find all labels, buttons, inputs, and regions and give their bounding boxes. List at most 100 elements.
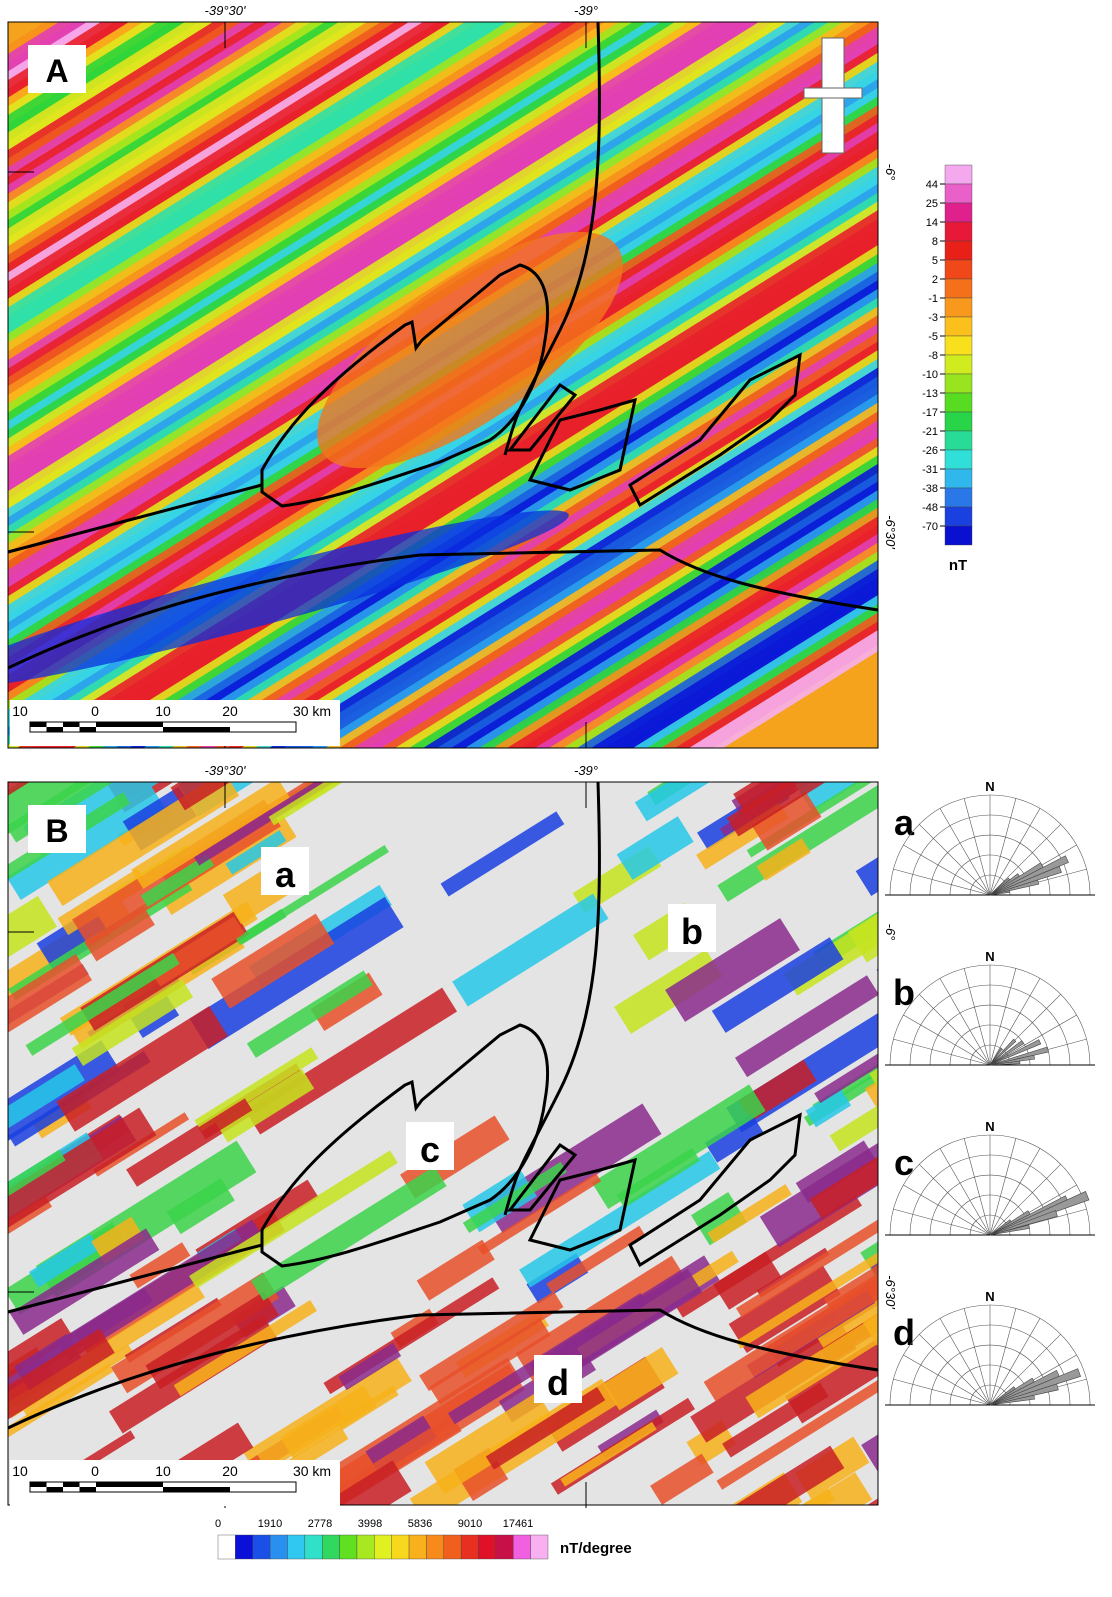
legend-unit: nT — [949, 557, 967, 574]
rose-spoke — [903, 845, 990, 895]
gradient-band — [860, 1156, 1031, 1279]
legend-cell — [945, 374, 972, 393]
legend-label: -21 — [922, 426, 938, 438]
legend-cell — [340, 1535, 357, 1559]
legend-label: -8 — [928, 350, 938, 362]
legend-label: -3 — [928, 312, 938, 324]
rose-spoke — [919, 1334, 990, 1405]
rose-spoke — [964, 1138, 990, 1235]
gradient-band — [917, 1323, 1057, 1424]
scale-seg — [96, 1482, 163, 1487]
rose-spoke — [903, 1185, 990, 1235]
legend-label: -70 — [922, 521, 938, 533]
rose-spoke — [964, 968, 990, 1065]
longitude-label: -39° — [574, 763, 598, 778]
rose-north: N — [985, 949, 994, 964]
scale-seg — [163, 1487, 230, 1492]
north-arrow — [804, 88, 862, 98]
legend-label: 25 — [926, 198, 938, 210]
scale-label: 10 — [155, 1463, 171, 1479]
legend-cell — [461, 1535, 478, 1559]
legend-cell — [945, 469, 972, 488]
legend-cell — [945, 393, 972, 412]
legend-cell — [945, 336, 972, 355]
legend-label: 17461 — [503, 1518, 534, 1530]
longitude-label: -39°30' — [205, 3, 246, 18]
legend-label: -17 — [922, 407, 938, 419]
legend-cell — [322, 1535, 339, 1559]
legend-cell — [305, 1535, 322, 1559]
rose-label: c — [894, 1142, 914, 1183]
legend-cell — [218, 1535, 235, 1559]
figure: A-39°30'-39°-6°-6°30'100102030 kmB-39°30… — [0, 0, 1112, 1592]
legend-cell — [531, 1535, 548, 1559]
legend-label: 2 — [932, 274, 938, 286]
rose-north: N — [985, 1119, 994, 1134]
legend-cell — [392, 1535, 409, 1559]
legend-cell — [945, 431, 972, 450]
rose-spoke — [964, 1308, 990, 1405]
legend-label: 5 — [932, 255, 938, 267]
legend-label: -31 — [922, 464, 938, 476]
panel-label: B — [45, 813, 68, 849]
rose-petal — [990, 856, 1069, 895]
scale-seg — [63, 722, 80, 727]
legend-cell — [945, 507, 972, 526]
rose-spoke — [919, 1164, 990, 1235]
rose-spoke — [919, 824, 990, 895]
scale-seg — [80, 1487, 97, 1492]
rose-petal — [990, 1369, 1081, 1405]
scale-seg — [30, 1482, 47, 1487]
legend-cell — [409, 1535, 426, 1559]
legend-label: -13 — [922, 388, 938, 400]
rose-spoke — [940, 1148, 990, 1235]
gradient-band — [865, 1023, 988, 1117]
legend-cell — [945, 203, 972, 222]
legend-label: 3998 — [358, 1518, 382, 1530]
region-label: d — [547, 1362, 569, 1403]
scale-label: 0 — [91, 1463, 99, 1479]
legend-cell — [253, 1535, 270, 1559]
latitude-label: -6°30' — [883, 515, 898, 549]
rose-label: b — [893, 972, 915, 1013]
scale-label: 30 km — [293, 703, 331, 719]
scale-label: 10 — [12, 1463, 28, 1479]
legend-label: 1910 — [258, 1518, 282, 1530]
legend-label: -48 — [922, 502, 938, 514]
legend-label: 9010 — [458, 1518, 482, 1530]
rose-spoke — [940, 1318, 990, 1405]
rose-label: d — [893, 1312, 915, 1353]
rose-north: N — [985, 1289, 994, 1304]
gradient-band — [860, 1410, 1026, 1519]
rose-spoke — [903, 1355, 990, 1405]
scale-seg — [63, 1482, 80, 1487]
region-label: c — [420, 1129, 440, 1170]
legend-label: -1 — [928, 293, 938, 305]
region-label: a — [275, 854, 296, 895]
scale-label: 30 km — [293, 1463, 331, 1479]
region-label: b — [681, 911, 703, 952]
legend-cell — [513, 1535, 530, 1559]
legend-label: 14 — [926, 217, 938, 229]
rose-spoke — [940, 808, 990, 895]
rose-spoke — [893, 869, 990, 895]
legend-label: -38 — [922, 483, 938, 495]
latitude-label: -6° — [883, 924, 898, 941]
scale-seg — [30, 722, 47, 727]
legend-cell — [945, 184, 972, 203]
scale-label: 0 — [91, 703, 99, 719]
scale-seg — [163, 727, 230, 732]
legend-cell — [945, 488, 972, 507]
legend-cell — [426, 1535, 443, 1559]
legend-label: -10 — [922, 369, 938, 381]
legend-label: 0 — [215, 1518, 221, 1530]
latitude-label: -6° — [883, 164, 898, 181]
legend-cell — [496, 1535, 513, 1559]
legend-unit: nT/degree — [560, 1540, 632, 1557]
legend-cell — [270, 1535, 287, 1559]
latitude-label: -6°30' — [883, 1275, 898, 1309]
legend-cell — [374, 1535, 391, 1559]
rose-spoke — [893, 1039, 990, 1065]
legend-label: 5836 — [408, 1518, 432, 1530]
legend-cell — [357, 1535, 374, 1559]
